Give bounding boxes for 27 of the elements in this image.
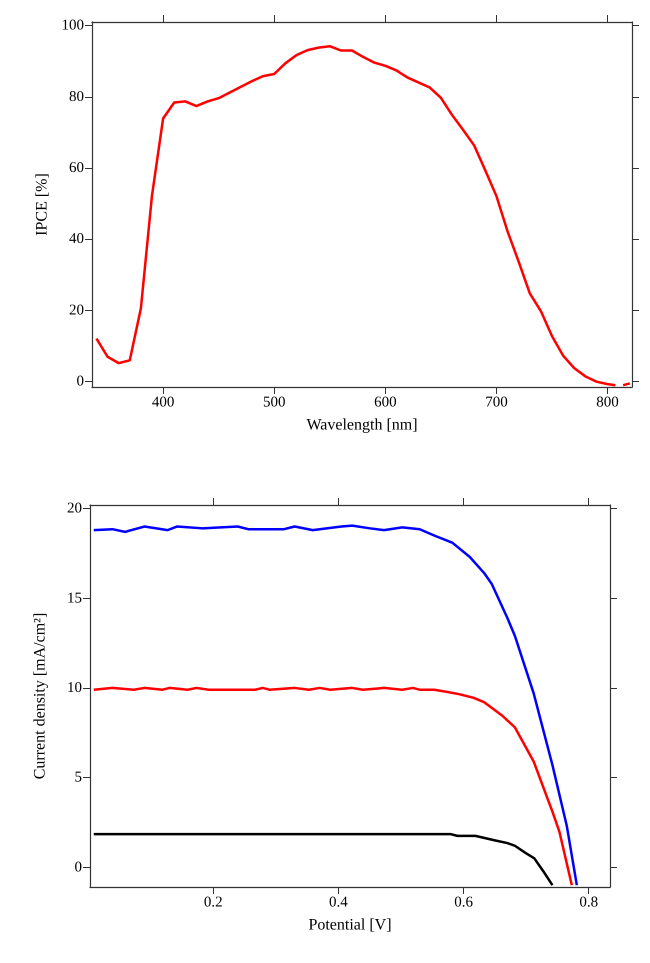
x-tick-label: 600 bbox=[374, 394, 397, 410]
y-tick-label: 60 bbox=[69, 160, 84, 176]
y-tick-label: 5 bbox=[74, 770, 82, 786]
y-tick-label: 40 bbox=[69, 231, 84, 248]
x-axis-title: Potential [V] bbox=[308, 916, 392, 934]
x-tick-label: 0.4 bbox=[329, 894, 348, 910]
x-tick-label: 0.2 bbox=[204, 894, 223, 910]
y-tick-label: 15 bbox=[67, 590, 82, 606]
y-tick-label: 0 bbox=[74, 859, 82, 876]
y-axis-title: Current density [mA/cm²] bbox=[32, 612, 48, 780]
x-tick-label: 400 bbox=[152, 394, 174, 410]
x-tick-label: 0.8 bbox=[579, 894, 598, 910]
y-tick-label: 0 bbox=[76, 374, 84, 390]
x-tick-label: 500 bbox=[262, 394, 286, 410]
y-tick-label: 20 bbox=[69, 302, 84, 318]
x-tick-label: 0.6 bbox=[454, 894, 474, 910]
y-axis-title: IPCE [%] bbox=[34, 173, 50, 236]
line-series bbox=[92, 832, 554, 886]
y-tick-label: 10 bbox=[67, 680, 82, 696]
line-series bbox=[92, 686, 574, 886]
x-axis-title: Wavelength [nm] bbox=[306, 416, 418, 434]
y-tick-label: 80 bbox=[69, 88, 84, 105]
y-tick-label: 100 bbox=[62, 18, 84, 34]
y-tick-label: 20 bbox=[67, 500, 82, 517]
x-tick-label: 800 bbox=[596, 394, 619, 410]
line-series bbox=[92, 524, 578, 886]
x-tick-label: 700 bbox=[485, 394, 508, 410]
